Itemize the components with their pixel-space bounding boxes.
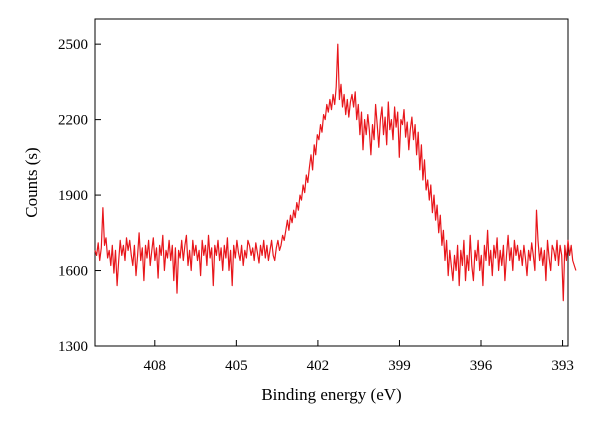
y-tick-label: 1600: [58, 264, 88, 280]
x-tick-label: 405: [225, 358, 248, 374]
y-axis-ticks: 1300 1600 1900 2200 2500: [58, 37, 101, 355]
plot-frame: [94, 18, 569, 347]
x-tick-label: 402: [307, 358, 330, 374]
y-tick-label: 1900: [58, 188, 88, 204]
x-axis-label: Binding energy (eV): [261, 385, 401, 404]
y-tick-label: 1300: [58, 339, 88, 355]
spectrum-line-0: [94, 43, 577, 302]
x-tick-label: 408: [144, 358, 167, 374]
x-tick-label: 396: [470, 358, 493, 374]
x-axis-ticks: 408 405 402 399 396 393: [144, 340, 574, 374]
x-tick-label: 393: [551, 358, 574, 374]
x-tick-label: 399: [388, 358, 411, 374]
y-axis-label: Counts (s): [22, 147, 41, 217]
spectrum-series: [94, 43, 577, 302]
y-tick-label: 2500: [58, 37, 88, 53]
y-tick-label: 2200: [58, 113, 88, 129]
